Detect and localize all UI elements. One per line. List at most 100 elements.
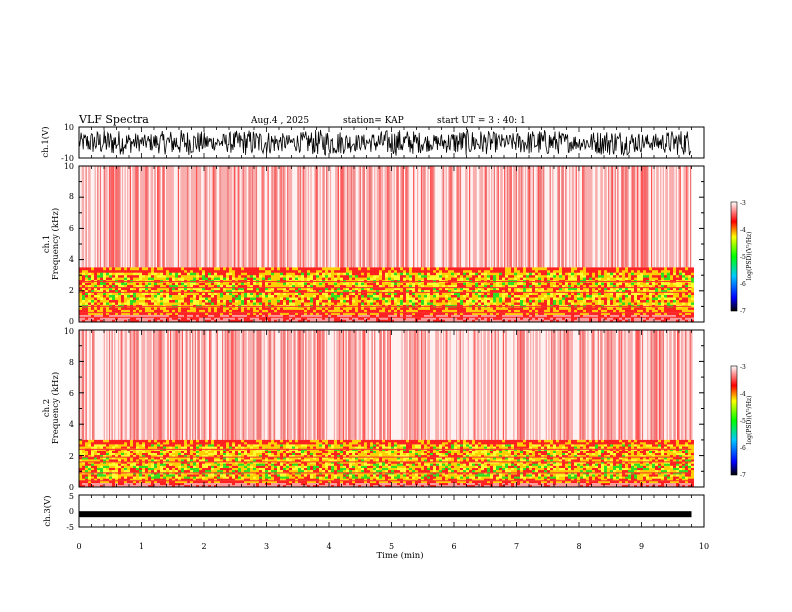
spectrogram-cell bbox=[355, 309, 358, 313]
spectrogram-cell bbox=[217, 294, 220, 298]
spectrogram-cell bbox=[538, 294, 541, 298]
spectrogram-cell bbox=[406, 277, 409, 281]
spectrogram-streak bbox=[310, 166, 312, 268]
spectrogram-cell bbox=[295, 267, 298, 271]
spectrogram-cell bbox=[244, 269, 247, 273]
spectrogram-cell bbox=[232, 274, 235, 278]
spectrogram-cell bbox=[130, 292, 133, 295]
spectrogram-cell bbox=[547, 297, 550, 300]
spectrogram-cell bbox=[166, 274, 169, 278]
spectrogram-cell bbox=[157, 314, 160, 318]
spectrogram-cell bbox=[232, 282, 235, 286]
spectrogram-streak bbox=[652, 166, 654, 268]
spectrogram-cell bbox=[217, 307, 220, 310]
spectrogram-cell bbox=[682, 294, 685, 298]
spectrogram-cell bbox=[268, 292, 271, 295]
spectrogram-streak bbox=[430, 166, 432, 268]
spectrogram-streak bbox=[605, 166, 607, 268]
spectrogram-cell bbox=[175, 307, 178, 310]
spectrogram-cell bbox=[670, 307, 673, 310]
spectrogram-cell bbox=[106, 272, 109, 276]
spectrogram-cell bbox=[370, 292, 373, 295]
spectrogram-cell bbox=[691, 267, 694, 271]
spectrogram-streak bbox=[535, 166, 537, 268]
spectrogram-cell bbox=[322, 267, 325, 271]
spectrogram-cell bbox=[88, 317, 91, 320]
spectrogram-cell bbox=[271, 287, 274, 291]
spectrogram-cell bbox=[643, 277, 646, 281]
spectrogram-cell bbox=[115, 292, 118, 295]
spectrogram-cell bbox=[685, 287, 688, 291]
spectrogram-cell bbox=[580, 309, 583, 313]
spectrogram-cell bbox=[385, 267, 388, 271]
spectrogram-cell bbox=[559, 292, 562, 295]
spectrogram-cell bbox=[493, 269, 496, 273]
spectrogram-streak bbox=[384, 166, 386, 268]
spectrogram-cell bbox=[220, 269, 223, 273]
spectrogram-cell bbox=[232, 287, 235, 291]
spectrogram-cell bbox=[295, 314, 298, 318]
spectrogram-cell bbox=[628, 269, 631, 273]
spectrogram-cell bbox=[337, 282, 340, 286]
spectrogram-cell bbox=[340, 297, 343, 300]
spectrogram-cell bbox=[181, 287, 184, 291]
spectrogram-cell bbox=[109, 309, 112, 313]
spectrogram-streak bbox=[293, 166, 295, 268]
spectrogram-cell bbox=[262, 287, 265, 291]
spectrogram-cell bbox=[442, 294, 445, 298]
spectrogram-cell bbox=[685, 302, 688, 305]
spectrogram-cell bbox=[313, 309, 316, 313]
spectrogram-cell bbox=[229, 314, 232, 318]
spectrogram-cell bbox=[478, 299, 481, 303]
spectrogram-cell bbox=[553, 267, 556, 271]
spectrogram-cell bbox=[91, 319, 94, 323]
spectrogram-cell bbox=[103, 297, 106, 300]
spectrogram-cell bbox=[355, 297, 358, 300]
spectrogram-cell bbox=[235, 302, 238, 305]
spectrogram-cell bbox=[439, 299, 442, 303]
spectrogram-cell bbox=[106, 294, 109, 298]
spectrogram-cell bbox=[241, 282, 244, 286]
spectrogram-cell bbox=[655, 299, 658, 303]
spectrogram-cell bbox=[463, 267, 466, 271]
spectrogram-cell bbox=[346, 294, 349, 298]
spectrogram-cell bbox=[139, 294, 142, 298]
spectrogram-cell bbox=[436, 269, 439, 273]
spectrogram-cell bbox=[550, 299, 553, 303]
spectrogram-cell bbox=[430, 312, 433, 315]
spectrogram-cell bbox=[109, 299, 112, 303]
spectrogram-cell bbox=[598, 277, 601, 281]
spectrogram-cell bbox=[511, 269, 514, 273]
spectrogram-cell bbox=[190, 294, 193, 298]
spectrogram-streak bbox=[674, 166, 676, 268]
spectrogram-cell bbox=[298, 309, 301, 313]
spectrogram-cell bbox=[340, 267, 343, 271]
spectrogram-cell bbox=[328, 299, 331, 303]
spectrogram-cell bbox=[172, 309, 175, 313]
spectrogram-cell bbox=[445, 302, 448, 305]
spectrogram-cell bbox=[688, 292, 691, 295]
spectrogram-cell bbox=[502, 292, 505, 295]
spectrogram-cell bbox=[232, 302, 235, 305]
spectrogram-cell bbox=[562, 269, 565, 273]
spectrogram-cell bbox=[109, 319, 112, 323]
spectrogram-cell bbox=[481, 309, 484, 313]
spectrogram-cell bbox=[397, 267, 400, 271]
spectrogram-cell bbox=[163, 267, 166, 271]
spectrogram-cell bbox=[295, 319, 298, 323]
spectrogram-cell bbox=[448, 287, 451, 291]
spectrogram-cell bbox=[283, 307, 286, 310]
spectrogram-cell bbox=[274, 269, 277, 273]
spectrogram-cell bbox=[475, 297, 478, 300]
spectrogram-cell bbox=[688, 269, 691, 273]
spectrogram-cell bbox=[172, 277, 175, 281]
spectrogram-cell bbox=[316, 319, 319, 323]
spectrogram-cell bbox=[91, 317, 94, 320]
spectrogram-cell bbox=[361, 267, 364, 271]
spectrogram-cell bbox=[493, 277, 496, 281]
spectrogram-streak bbox=[86, 166, 89, 268]
spectrogram-cell bbox=[196, 287, 199, 291]
spectrogram-cell bbox=[604, 317, 607, 320]
spectrogram-cell bbox=[229, 312, 232, 315]
spectrogram-cell bbox=[688, 309, 691, 313]
